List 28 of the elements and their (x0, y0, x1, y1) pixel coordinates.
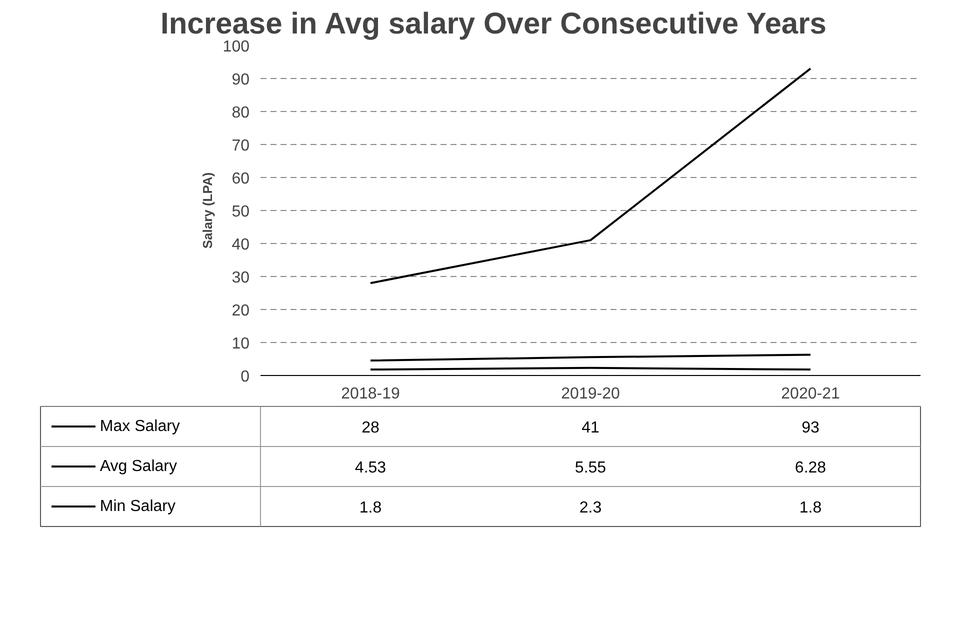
y-tick-label: 50 (232, 204, 250, 220)
data-label: 28 (362, 420, 380, 436)
y-tick-label: 40 (232, 236, 250, 254)
chart-title: Increase in Avg salary Over Consecutive Years (160, 8, 826, 40)
y-tick-label: 10 (232, 336, 250, 352)
legend-label: Min Salary (100, 498, 176, 515)
y-tick-label: 0 (240, 368, 250, 386)
data-label: 41 (582, 420, 600, 436)
x-tick-label: 2018-19 (341, 386, 400, 402)
data-label: 1.8 (799, 500, 822, 516)
legend-label: Avg Salary (100, 458, 177, 475)
data-label: 2.3 (579, 500, 602, 516)
x-tick-label: 2019-20 (561, 386, 620, 402)
data-label: 1.8 (359, 500, 382, 516)
y-tick-label: 90 (232, 72, 250, 88)
x-tick-label: 2020-21 (781, 386, 840, 402)
y-tick-label: 30 (232, 270, 250, 286)
legend-label: Max Salary (100, 418, 180, 435)
data-label: 93 (802, 420, 820, 436)
y-axis-title: Salary (LPA) (200, 172, 215, 249)
data-label: 4.53 (354, 460, 386, 476)
y-tick-label: 60 (232, 170, 250, 188)
data-label: 5.55 (574, 460, 606, 476)
y-tick-label: 80 (232, 104, 250, 122)
data-label: 6.28 (794, 460, 826, 476)
y-tick-label: 70 (232, 138, 250, 154)
y-tick-label: 20 (232, 302, 250, 320)
y-tick-label: 100 (222, 38, 250, 56)
